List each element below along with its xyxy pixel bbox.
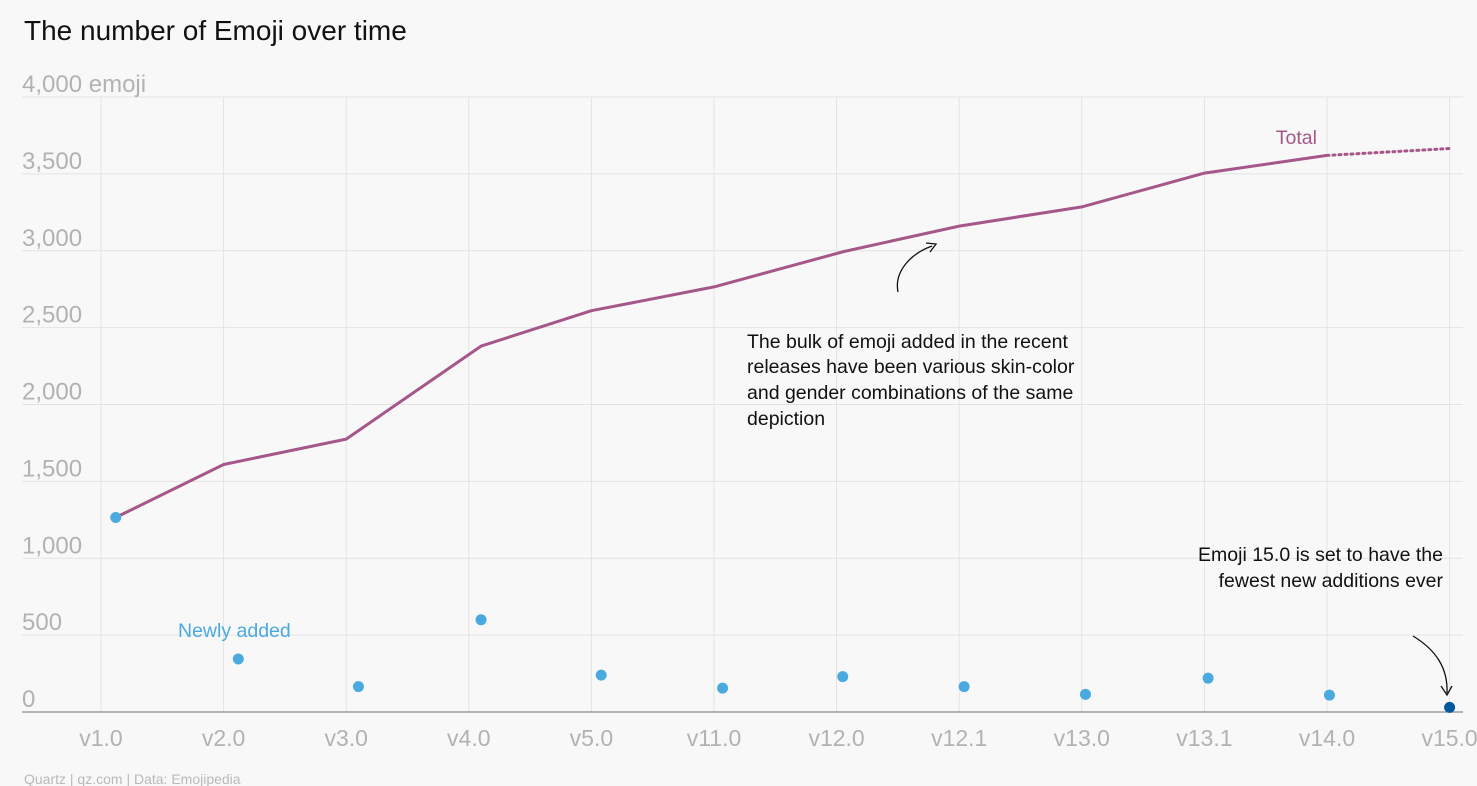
- new-point: [110, 512, 122, 524]
- source-note: Quartz | qz.com | Data: Emojipedia: [24, 771, 241, 786]
- annotation-v15-line-1: Emoji 15.0 is set to have the: [1198, 544, 1443, 566]
- annotation-v15-arrow: [1412, 635, 1448, 694]
- y-tick-label: 3,000: [22, 225, 82, 252]
- annotation-v15: Emoji 15.0 is set to have the fewest new…: [1198, 544, 1453, 697]
- chart-title: The number of Emoji over time: [24, 15, 407, 46]
- y-tick-label: 2,500: [22, 302, 82, 329]
- new-point-highlight: [1444, 701, 1456, 713]
- x-tick-label: v1.0: [79, 725, 122, 751]
- x-tick-label: v15.0: [1421, 725, 1477, 751]
- y-tick-label: 1,000: [22, 532, 82, 559]
- total-line-projected: [1325, 147, 1452, 157]
- y-tick-label: 0: [22, 686, 35, 713]
- annotation-bulk-line-4: depiction: [747, 408, 825, 430]
- annotation-bulk-line-2: releases have been various skin-color: [747, 356, 1075, 378]
- x-axis: v1.0 v2.0 v3.0 v4.0 v5.0 v11.0 v12.0 v12.1 v13.0…: [22, 711, 1477, 751]
- total-line: [115, 153, 1328, 519]
- new-point: [1202, 672, 1214, 684]
- annotation-bulk-arrow: [896, 245, 933, 293]
- y-tick-label: 4,000 emoji: [22, 71, 146, 98]
- annotation-bulk-arrowhead: [925, 242, 938, 253]
- new-point: [1079, 688, 1091, 700]
- y-tick-label: 1,500: [22, 455, 82, 482]
- new-point: [232, 653, 244, 665]
- new-point: [595, 669, 607, 681]
- series: [110, 147, 1456, 713]
- y-tick-label: 500: [22, 609, 62, 636]
- new-point: [352, 681, 364, 693]
- x-tick-label: v12.1: [931, 725, 987, 751]
- x-tick-label: v12.0: [808, 725, 864, 751]
- new-point: [1323, 689, 1335, 701]
- newly-added-series-label: Newly added: [178, 620, 291, 642]
- y-tick-label: 3,500: [22, 148, 82, 175]
- annotation-bulk-line-3: and gender combinations of the same: [747, 382, 1073, 404]
- annotation-v15-line-2: fewest new additions ever: [1219, 570, 1444, 592]
- new-point: [958, 681, 970, 693]
- x-tick-label: v14.0: [1299, 725, 1355, 751]
- x-tick-label: v11.0: [687, 725, 742, 751]
- total-series-label: Total: [1276, 127, 1317, 149]
- x-tick-label: v13.0: [1054, 725, 1110, 751]
- x-tick-label: v5.0: [570, 725, 613, 751]
- new-point: [475, 614, 487, 626]
- x-tick-label: v2.0: [202, 725, 245, 751]
- x-tick-label: v3.0: [324, 725, 367, 751]
- y-tick-label: 2,000: [22, 379, 82, 406]
- annotation-v15-arrowhead: [1440, 685, 1453, 697]
- annotation-bulk-line-1: The bulk of emoji added in the recent: [747, 331, 1068, 353]
- x-tick-label: v13.1: [1176, 725, 1232, 751]
- new-point: [837, 671, 849, 683]
- y-axis: 0 500 1,000 1,500 2,000 2,500 3,000 3,500 4,000 …: [22, 71, 146, 713]
- x-tick-label: v4.0: [447, 725, 490, 751]
- new-point: [717, 682, 729, 694]
- grid: [22, 96, 1463, 712]
- annotation-bulk: The bulk of emoji added in the recent re…: [747, 242, 1075, 430]
